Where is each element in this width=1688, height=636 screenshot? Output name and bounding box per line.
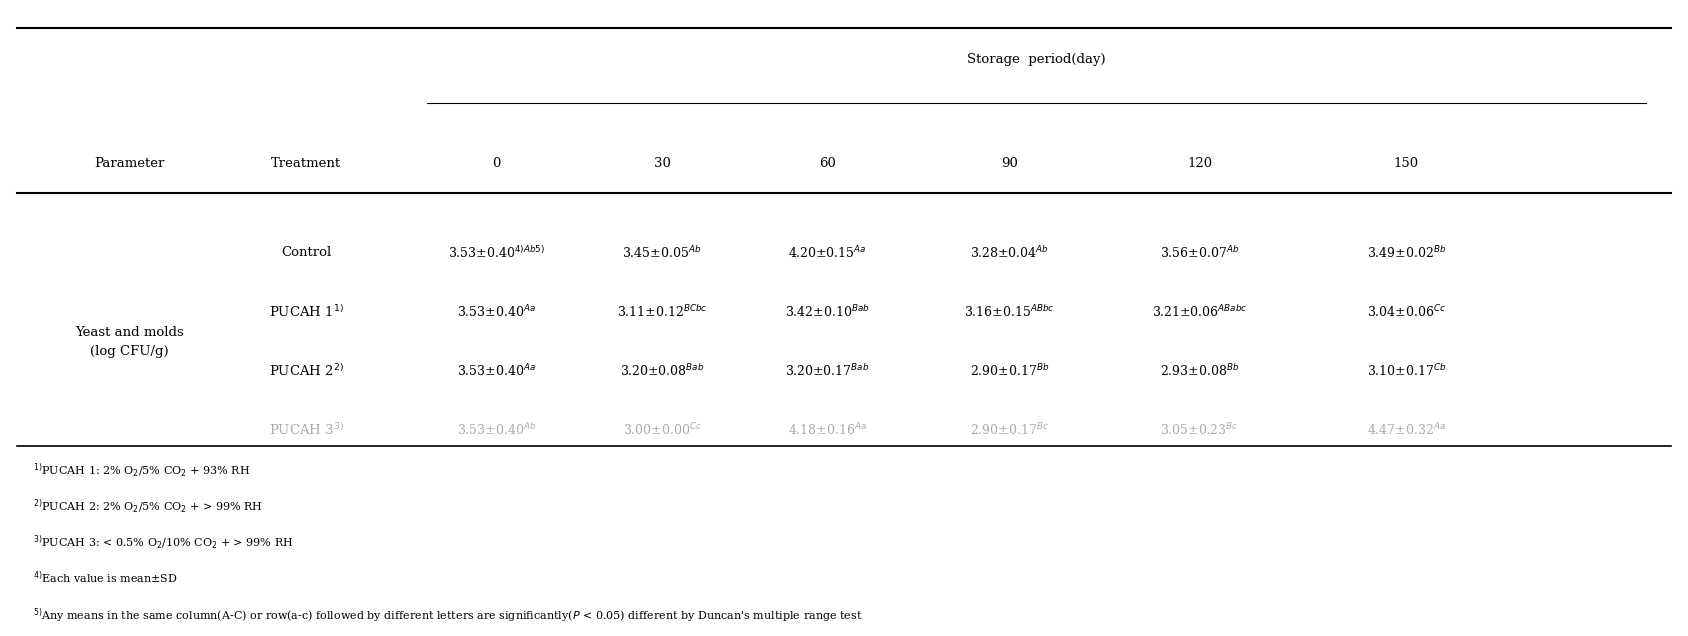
- Text: 3.04±0.06$^{Cc}$: 3.04±0.06$^{Cc}$: [1367, 303, 1447, 320]
- Text: 3.53±0.40$^{Ab}$: 3.53±0.40$^{Ab}$: [457, 422, 537, 438]
- Text: Yeast and molds
(log CFU/g): Yeast and molds (log CFU/g): [74, 326, 184, 357]
- Text: 3.53±0.40$^{Aa}$: 3.53±0.40$^{Aa}$: [457, 303, 537, 320]
- Text: 150: 150: [1394, 157, 1420, 170]
- Text: 3.28±0.04$^{Ab}$: 3.28±0.04$^{Ab}$: [971, 245, 1048, 261]
- Text: 3.10±0.17$^{Cb}$: 3.10±0.17$^{Cb}$: [1367, 363, 1447, 379]
- Text: 3.45±0.05$^{Ab}$: 3.45±0.05$^{Ab}$: [623, 245, 702, 261]
- Text: 4.47±0.32$^{Aa}$: 4.47±0.32$^{Aa}$: [1367, 422, 1447, 438]
- Text: $^{1)}$PUCAH 1: 2% O$_2$/5% CO$_2$ + 93% RH: $^{1)}$PUCAH 1: 2% O$_2$/5% CO$_2$ + 93%…: [34, 461, 250, 480]
- Text: 3.53±0.40$^{Aa}$: 3.53±0.40$^{Aa}$: [457, 363, 537, 379]
- Text: 3.16±0.15$^{ABbc}$: 3.16±0.15$^{ABbc}$: [964, 304, 1055, 320]
- Text: 3.56±0.07$^{Ab}$: 3.56±0.07$^{Ab}$: [1160, 245, 1239, 261]
- Text: 3.11±0.12$^{BCbc}$: 3.11±0.12$^{BCbc}$: [616, 304, 707, 320]
- Text: 4.18±0.16$^{Aa}$: 4.18±0.16$^{Aa}$: [788, 422, 868, 438]
- Text: PUCAH 3$^{3)}$: PUCAH 3$^{3)}$: [268, 422, 344, 438]
- Text: 3.00±0.00$^{Cc}$: 3.00±0.00$^{Cc}$: [623, 422, 702, 438]
- Text: PUCAH 1$^{1)}$: PUCAH 1$^{1)}$: [268, 304, 344, 320]
- Text: PUCAH 2$^{2)}$: PUCAH 2$^{2)}$: [268, 363, 344, 379]
- Text: 60: 60: [819, 157, 836, 170]
- Text: 4.20±0.15$^{Aa}$: 4.20±0.15$^{Aa}$: [788, 244, 866, 261]
- Text: 2.90±0.17$^{Bb}$: 2.90±0.17$^{Bb}$: [969, 363, 1050, 379]
- Text: 30: 30: [653, 157, 670, 170]
- Text: $^{5)}$Any means in the same column(A-C) or row(a-c) followed by different lette: $^{5)}$Any means in the same column(A-C)…: [34, 606, 863, 625]
- Text: 3.42±0.10$^{Bab}$: 3.42±0.10$^{Bab}$: [785, 304, 869, 320]
- Text: 2.90±0.17$^{Bc}$: 2.90±0.17$^{Bc}$: [971, 422, 1048, 438]
- Text: 3.05±0.23$^{Bc}$: 3.05±0.23$^{Bc}$: [1160, 422, 1239, 438]
- Text: 2.93±0.08$^{Bb}$: 2.93±0.08$^{Bb}$: [1160, 363, 1239, 379]
- Text: Control: Control: [282, 246, 331, 259]
- Text: 0: 0: [493, 157, 501, 170]
- Text: Storage  period(day): Storage period(day): [967, 53, 1106, 66]
- Text: 3.53±0.40$^{4)Ab5)}$: 3.53±0.40$^{4)Ab5)}$: [447, 245, 545, 261]
- Text: 3.21±0.06$^{ABabc}$: 3.21±0.06$^{ABabc}$: [1151, 304, 1247, 320]
- Text: 3.20±0.17$^{Bab}$: 3.20±0.17$^{Bab}$: [785, 363, 869, 379]
- Text: 3.20±0.08$^{Bab}$: 3.20±0.08$^{Bab}$: [619, 363, 704, 379]
- Text: Treatment: Treatment: [272, 157, 341, 170]
- Text: $^{3)}$PUCAH 3: < 0.5% O$_2$/10% CO$_2$ + > 99% RH: $^{3)}$PUCAH 3: < 0.5% O$_2$/10% CO$_2$ …: [34, 534, 294, 552]
- Text: 3.49±0.02$^{Bb}$: 3.49±0.02$^{Bb}$: [1367, 245, 1447, 261]
- Text: $^{4)}$Each value is mean±SD: $^{4)}$Each value is mean±SD: [34, 570, 179, 586]
- Text: Parameter: Parameter: [95, 157, 164, 170]
- Text: $^{2)}$PUCAH 2: 2% O$_2$/5% CO$_2$ + > 99% RH: $^{2)}$PUCAH 2: 2% O$_2$/5% CO$_2$ + > 9…: [34, 497, 263, 516]
- Text: 120: 120: [1187, 157, 1212, 170]
- Text: 90: 90: [1001, 157, 1018, 170]
